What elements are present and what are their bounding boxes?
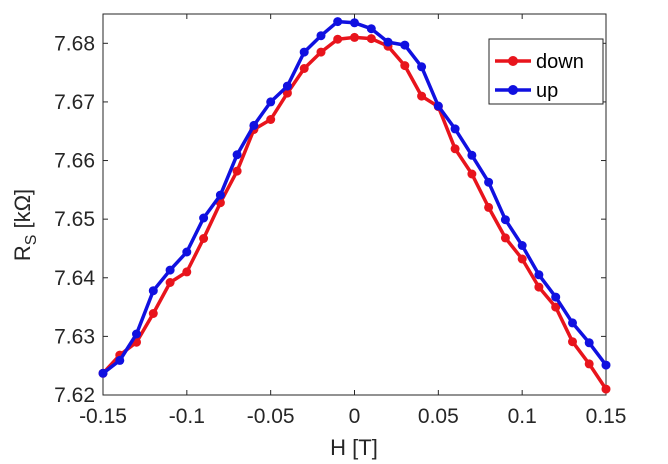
data-point-down (366, 34, 376, 44)
x-tick-label: -0.05 (247, 405, 295, 428)
data-point-down (584, 359, 594, 369)
data-point-up (400, 40, 410, 50)
data-point-down (500, 233, 510, 243)
data-point-down (417, 91, 427, 101)
data-point-up (350, 18, 359, 28)
data-point-up (282, 81, 292, 91)
data-point-up (584, 338, 594, 348)
x-tick-label: -0.1 (169, 405, 205, 428)
data-point-up (450, 124, 460, 134)
data-point-down (450, 144, 460, 154)
data-point-up (148, 286, 158, 296)
data-point-down (199, 234, 209, 243)
series-group (98, 17, 611, 394)
data-point-down (333, 34, 343, 44)
data-point-down (484, 202, 494, 212)
data-point-down (400, 61, 410, 71)
legend: down up (488, 38, 604, 105)
data-point-up (132, 329, 141, 339)
legend-marker-up (508, 85, 518, 95)
data-point-down (165, 278, 175, 287)
y-tick-label: 7.64 (54, 267, 95, 290)
data-point-up (249, 120, 259, 130)
data-point-up (165, 265, 175, 275)
data-point-up (383, 37, 393, 47)
data-point-up (333, 17, 343, 27)
data-point-down (551, 302, 561, 312)
y-axis-label: RS [kΩ] (10, 189, 40, 261)
data-point-down (266, 115, 276, 124)
data-point-down (517, 254, 527, 264)
x-tick-label: 0 (349, 405, 361, 428)
data-point-up (316, 31, 326, 41)
x-tick-label: 0.15 (586, 405, 627, 428)
data-point-down (568, 337, 577, 347)
data-point-up (232, 150, 242, 160)
y-tick-label: 7.63 (54, 325, 95, 348)
data-point-up (433, 101, 443, 111)
x-tick-label: 0.05 (418, 405, 459, 428)
axes: -0.15 -0.1 -0.05 0 0.05 0.1 0.15 7.62 7.63 7.64 7.… (54, 14, 626, 428)
data-point-up (500, 215, 510, 225)
data-point-up (568, 318, 577, 328)
y-tick-label: 7.67 (54, 91, 95, 114)
x-tick-label: 0.1 (508, 405, 537, 428)
data-point-up (98, 368, 108, 378)
data-point-down (282, 88, 292, 98)
y-tick-label: 7.62 (54, 384, 95, 407)
x-axis-label: H [T] (330, 435, 378, 460)
data-point-up (366, 24, 376, 34)
data-point-down (601, 384, 611, 394)
data-point-down (534, 282, 544, 292)
y-tick-label: 7.68 (54, 32, 95, 55)
data-point-down (232, 166, 242, 176)
legend-box (488, 38, 604, 105)
data-point-up (417, 62, 427, 72)
data-point-down (350, 32, 359, 42)
data-point-down (316, 47, 326, 57)
data-point-up (467, 150, 477, 160)
legend-marker-down (508, 56, 518, 66)
legend-label-up: up (536, 80, 558, 102)
x-tick-label: -0.15 (79, 405, 127, 428)
y-axis-label-subscript: S (23, 235, 40, 246)
legend-label-down: down (536, 51, 584, 73)
data-point-down (299, 64, 309, 73)
data-point-up (534, 270, 544, 280)
y-axis-label-main: R (10, 245, 35, 261)
y-tick-label: 7.66 (54, 150, 95, 173)
data-point-down (148, 309, 158, 318)
data-point-down (467, 169, 477, 179)
data-point-up (517, 241, 527, 250)
data-point-up (551, 292, 561, 302)
data-point-up (601, 360, 611, 370)
data-point-up (182, 247, 192, 257)
data-point-up (299, 47, 309, 57)
data-point-up (484, 177, 494, 187)
data-point-up (199, 213, 209, 223)
data-point-up (215, 190, 225, 200)
y-tick-label: 7.65 (54, 208, 95, 231)
data-point-up (266, 97, 276, 107)
y-axis-label-unit: [kΩ] (10, 189, 35, 235)
data-point-down (182, 267, 192, 277)
data-point-up (115, 355, 125, 365)
